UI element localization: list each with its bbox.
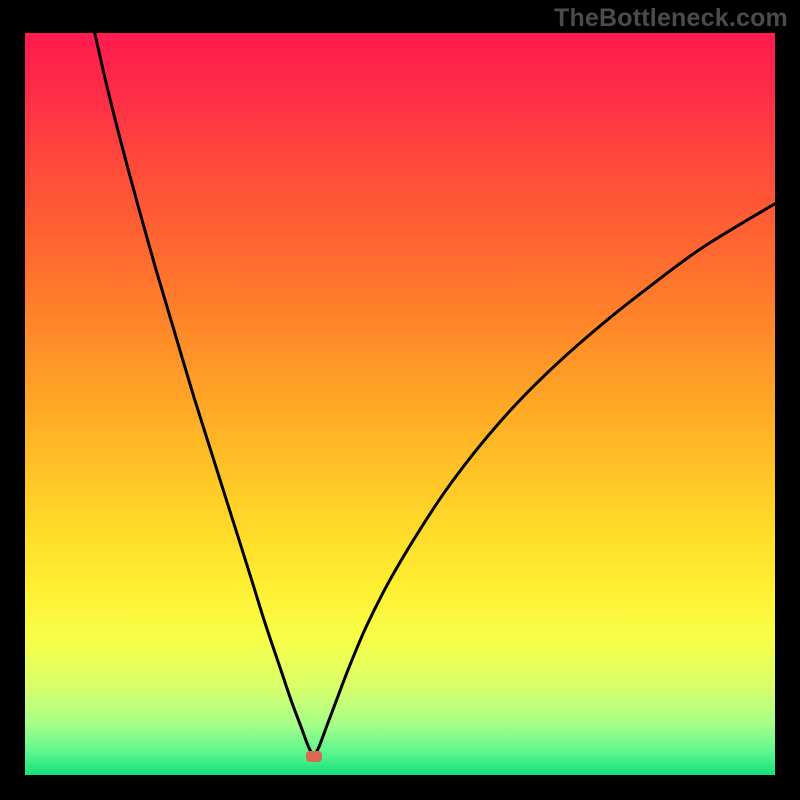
apex-marker <box>306 751 322 762</box>
bottleneck-curve <box>25 33 775 775</box>
chart-canvas: TheBottleneck.com <box>0 0 800 800</box>
watermark-label: TheBottleneck.com <box>554 4 788 33</box>
plot-area <box>25 33 775 775</box>
